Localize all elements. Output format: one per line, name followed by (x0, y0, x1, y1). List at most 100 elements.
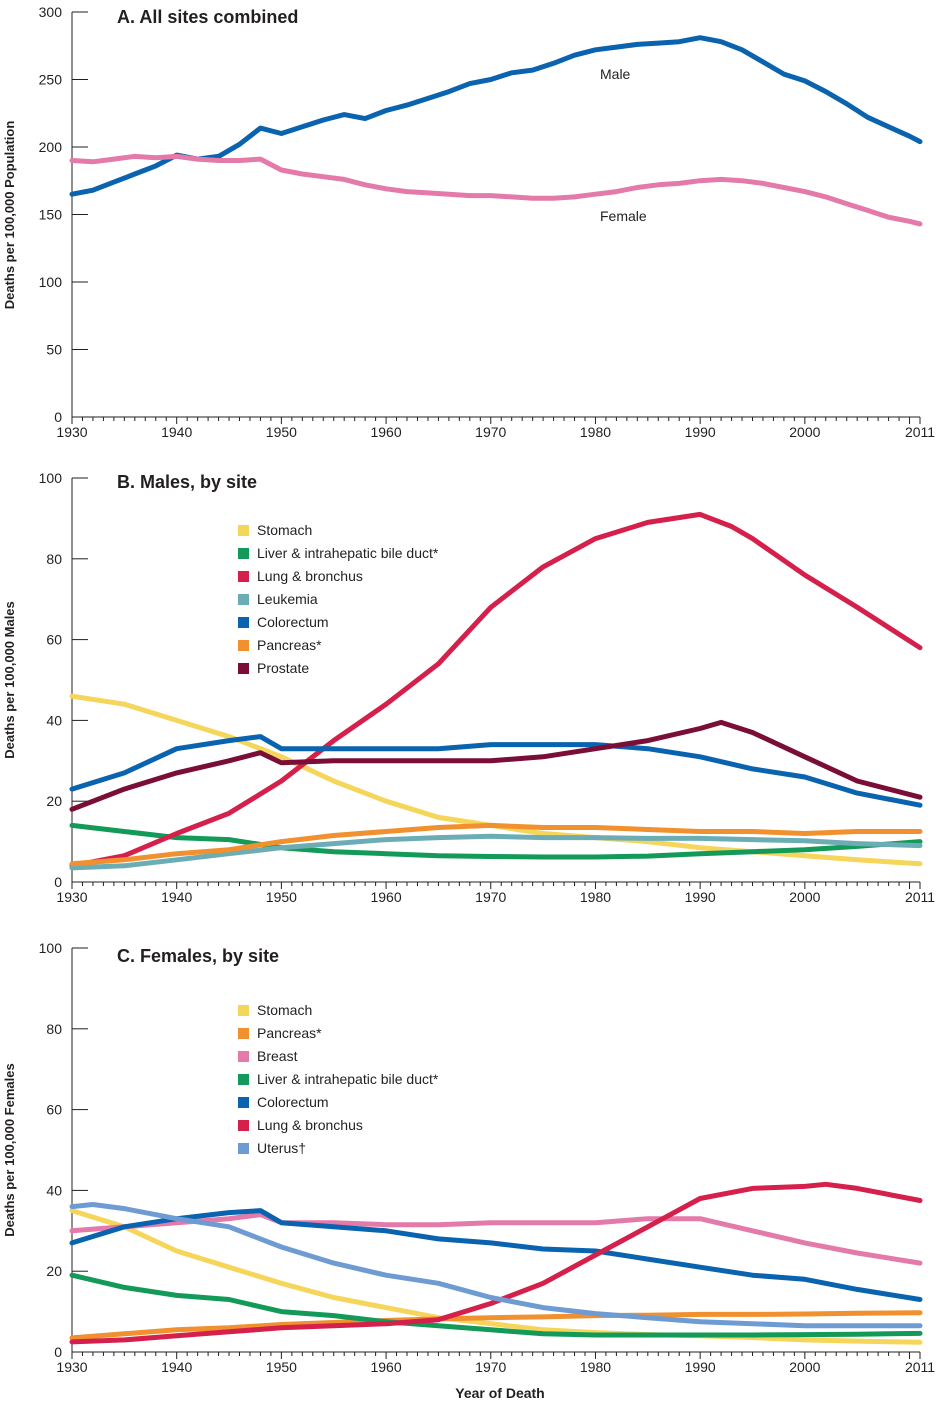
x-tick-label: 1950 (266, 424, 297, 440)
series-line-lung-bronchus (69, 511, 923, 869)
legend-swatch-breast (238, 1051, 249, 1062)
y-tick-label: 0 (54, 1344, 62, 1360)
x-tick-label: 1970 (475, 1359, 506, 1375)
x-tick-label: 1960 (370, 889, 401, 905)
y-tick-label: 0 (54, 409, 62, 425)
y-tick-label: 100 (39, 940, 63, 956)
legend-swatch-lung-bronchus (238, 1120, 249, 1131)
y-tick-label: 150 (39, 207, 63, 223)
legend-swatch-stomach (238, 525, 249, 536)
y-tick-label: 50 (46, 342, 62, 358)
x-tick-label: 1970 (475, 889, 506, 905)
legend-swatch-pancreas (238, 1028, 249, 1039)
x-tick-label: 1940 (161, 889, 192, 905)
y-tick-label: 40 (46, 712, 62, 728)
legend-label-lung-bronchus: Lung & bronchus (257, 1117, 363, 1133)
y-tick-label: 40 (46, 1182, 62, 1198)
x-tick-label: 2011 (905, 424, 935, 440)
x-tick-label: 1970 (475, 424, 506, 440)
legend-label-stomach: Stomach (257, 1002, 312, 1018)
x-tick-label: 1990 (685, 889, 716, 905)
legend-label-prostate: Prostate (257, 660, 309, 676)
legend-swatch-prostate (238, 663, 249, 674)
legend: Stomach Liver & intrahepatic bile duct* Lu… (238, 522, 439, 676)
series-line-pancreas (69, 1310, 923, 1341)
y-tick-label: 250 (39, 72, 63, 88)
x-axis-title: Year of Death (455, 1385, 544, 1401)
x-tick-label: 1950 (266, 1359, 297, 1375)
y-tick-label: 60 (46, 1102, 62, 1118)
y-axis-label: Deaths per 100,000 Males (2, 601, 17, 759)
x-tick-label: 1980 (580, 1359, 611, 1375)
x-tick-label: 1980 (580, 424, 611, 440)
legend-label-colorectum: Colorectum (257, 614, 329, 630)
series-annotation-female: Female (600, 208, 647, 224)
series-annotation-male: Male (600, 66, 631, 82)
x-tick-label: 1990 (685, 1359, 716, 1375)
y-tick-label: 100 (39, 470, 63, 486)
legend-swatch-liver-intrahepatic-bile-duct (238, 548, 249, 559)
legend-swatch-lung-bronchus (238, 571, 249, 582)
x-tick-label: 1980 (580, 889, 611, 905)
x-tick-label: 1940 (161, 424, 192, 440)
y-tick-label: 100 (39, 274, 63, 290)
legend-label-breast: Breast (257, 1048, 298, 1064)
x-tick-label: 1930 (56, 889, 87, 905)
series-line-leukemia (69, 833, 923, 871)
series-line-pancreas (69, 822, 923, 867)
x-tick-label: 1990 (685, 424, 716, 440)
legend-label-pancreas: Pancreas* (257, 1025, 322, 1041)
legend-label-pancreas: Pancreas* (257, 637, 322, 653)
panel-title: A. All sites combined (117, 7, 298, 27)
legend-swatch-leukemia (238, 594, 249, 605)
series-line-male (69, 35, 923, 197)
legend-label-colorectum: Colorectum (257, 1094, 329, 1110)
y-tick-label: 20 (46, 1263, 62, 1279)
x-tick-label: 1960 (370, 1359, 401, 1375)
series-line-breast (69, 1212, 923, 1266)
x-tick-label: 2000 (789, 1359, 820, 1375)
legend-swatch-colorectum (238, 617, 249, 628)
series-line-prostate (69, 719, 923, 812)
legend-swatch-uterus (238, 1143, 249, 1154)
legend-label-leukemia: Leukemia (257, 591, 318, 607)
x-tick-label: 1930 (56, 1359, 87, 1375)
x-tick-label: 2000 (789, 889, 820, 905)
y-tick-label: 20 (46, 793, 62, 809)
chart-panel-2: 0 20 40 60 80 100 1930 1940 1950 1960 1970 1980 1990… (2, 470, 935, 905)
legend-swatch-liver-intrahepatic-bile-duct (238, 1074, 249, 1085)
x-tick-label: 2000 (789, 424, 820, 440)
legend-label-liver-intrahepatic-bile-duct: Liver & intrahepatic bile duct* (257, 545, 439, 561)
x-tick-label: 2011 (905, 889, 935, 905)
chart-panel-1: 0 50 100 150 200 250 300 1930 1940 1950 1960 1970 19… (2, 4, 935, 440)
y-axis-label: Deaths per 100,000 Females (2, 1063, 17, 1236)
x-tick-label: 1940 (161, 1359, 192, 1375)
legend-label-uterus: Uterus† (257, 1140, 306, 1156)
y-tick-label: 80 (46, 1021, 62, 1037)
y-tick-label: 60 (46, 632, 62, 648)
legend-label-lung-bronchus: Lung & bronchus (257, 568, 363, 584)
panel-title: B. Males, by site (117, 472, 257, 492)
legend-swatch-pancreas (238, 640, 249, 651)
series-line-stomach (69, 1208, 923, 1345)
x-tick-label: 1950 (266, 889, 297, 905)
legend-label-stomach: Stomach (257, 522, 312, 538)
y-axis-label: Deaths per 100,000 Population (2, 121, 17, 310)
legend-label-liver-intrahepatic-bile-duct: Liver & intrahepatic bile duct* (257, 1071, 439, 1087)
series-line-female (69, 153, 923, 227)
legend-swatch-colorectum (238, 1097, 249, 1108)
y-tick-label: 300 (39, 4, 63, 20)
series-line-colorectum (69, 734, 923, 808)
x-tick-label: 1930 (56, 424, 87, 440)
legend-swatch-stomach (238, 1005, 249, 1016)
panel-title: C. Females, by site (117, 946, 279, 966)
series-line-lung-bronchus (69, 1181, 923, 1345)
chart-panel-3: 0 20 40 60 80 100 1930 1940 1950 1960 1970 1980 1990… (2, 940, 935, 1375)
y-tick-label: 80 (46, 551, 62, 567)
series-line-liver-intrahepatic-bile-duct (69, 1272, 923, 1338)
series-line-colorectum (69, 1208, 923, 1302)
series-line-liver-intrahepatic-bile-duct (69, 822, 923, 860)
y-tick-label: 0 (54, 874, 62, 890)
